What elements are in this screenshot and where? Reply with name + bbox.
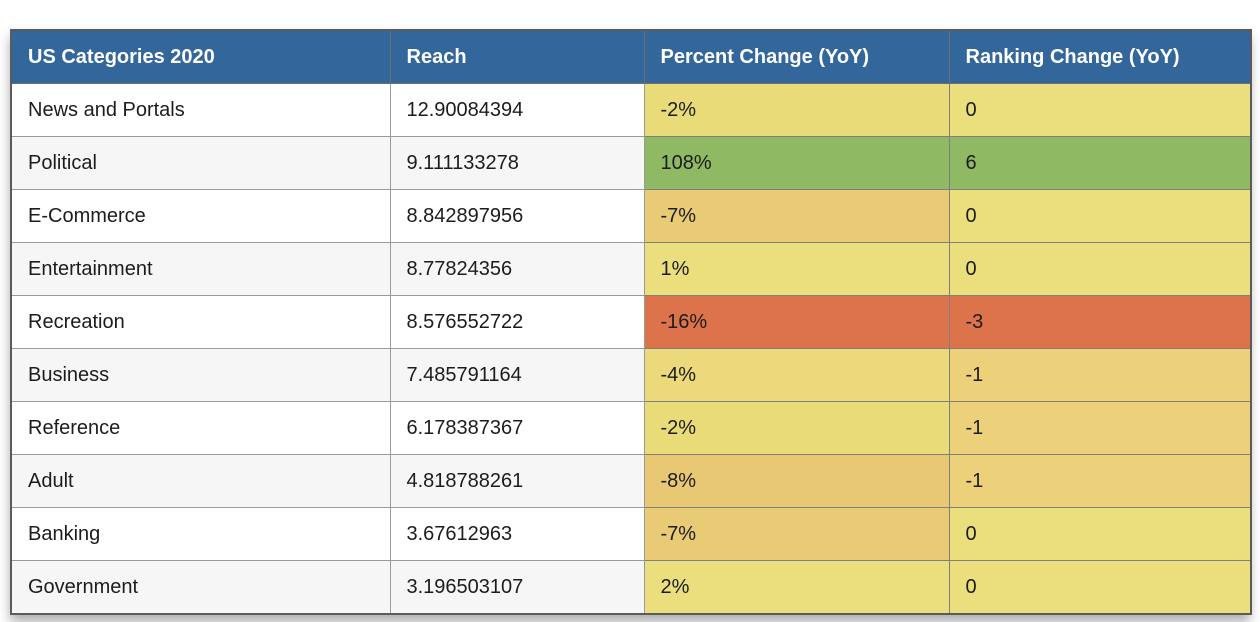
percent-change-cell: -4%	[643, 348, 950, 402]
table-row: Reference 6.178387367 -2% -1	[10, 401, 1252, 455]
header-percent-change-yoy: Percent Change (YoY)	[643, 29, 950, 84]
header-ranking-change-yoy: Ranking Change (YoY)	[948, 29, 1252, 84]
category-cell: Adult	[10, 454, 391, 508]
categories-table: US Categories 2020 Reach Percent Change …	[10, 29, 1252, 615]
category-cell: News and Portals	[10, 83, 391, 137]
category-cell: Banking	[10, 507, 391, 561]
reach-cell: 3.196503107	[389, 560, 645, 615]
category-cell: Entertainment	[10, 242, 391, 296]
category-cell: E-Commerce	[10, 189, 391, 243]
reach-cell: 9.111133278	[389, 136, 645, 190]
table-row: News and Portals 12.90084394 -2% 0	[10, 83, 1252, 137]
reach-cell: 7.485791164	[389, 348, 645, 402]
category-cell: Government	[10, 560, 391, 615]
reach-cell: 6.178387367	[389, 401, 645, 455]
reach-cell: 3.67612963	[389, 507, 645, 561]
header-row: US Categories 2020 Reach Percent Change …	[10, 29, 1252, 84]
header-reach: Reach	[389, 29, 645, 84]
percent-change-cell: -16%	[643, 295, 950, 349]
table-row: Government 3.196503107 2% 0	[10, 560, 1252, 615]
percent-change-cell: -2%	[643, 401, 950, 455]
ranking-change-cell: 0	[948, 507, 1252, 561]
table-body: News and Portals 12.90084394 -2% 0 Polit…	[10, 83, 1252, 615]
percent-change-cell: 1%	[643, 242, 950, 296]
table-row: E-Commerce 8.842897956 -7% 0	[10, 189, 1252, 243]
ranking-change-cell: 0	[948, 83, 1252, 137]
percent-change-cell: -2%	[643, 83, 950, 137]
percent-change-cell: 108%	[643, 136, 950, 190]
reach-cell: 8.842897956	[389, 189, 645, 243]
header-us-categories-2020: US Categories 2020	[10, 29, 391, 84]
categories-table-card: US Categories 2020 Reach Percent Change …	[10, 29, 1252, 615]
table-row: Entertainment 8.77824356 1% 0	[10, 242, 1252, 296]
percent-change-cell: -7%	[643, 189, 950, 243]
ranking-change-cell: -1	[948, 401, 1252, 455]
reach-cell: 8.576552722	[389, 295, 645, 349]
category-cell: Recreation	[10, 295, 391, 349]
ranking-change-cell: -1	[948, 348, 1252, 402]
table-row: Political 9.111133278 108% 6	[10, 136, 1252, 190]
table-row: Recreation 8.576552722 -16% -3	[10, 295, 1252, 349]
ranking-change-cell: -3	[948, 295, 1252, 349]
table-row: Banking 3.67612963 -7% 0	[10, 507, 1252, 561]
category-cell: Political	[10, 136, 391, 190]
percent-change-cell: 2%	[643, 560, 950, 615]
table-row: Business 7.485791164 -4% -1	[10, 348, 1252, 402]
category-cell: Reference	[10, 401, 391, 455]
reach-cell: 4.818788261	[389, 454, 645, 508]
table-row: Adult 4.818788261 -8% -1	[10, 454, 1252, 508]
ranking-change-cell: 0	[948, 242, 1252, 296]
ranking-change-cell: 6	[948, 136, 1252, 190]
percent-change-cell: -7%	[643, 507, 950, 561]
reach-cell: 12.90084394	[389, 83, 645, 137]
reach-cell: 8.77824356	[389, 242, 645, 296]
percent-change-cell: -8%	[643, 454, 950, 508]
category-cell: Business	[10, 348, 391, 402]
ranking-change-cell: -1	[948, 454, 1252, 508]
ranking-change-cell: 0	[948, 560, 1252, 615]
ranking-change-cell: 0	[948, 189, 1252, 243]
